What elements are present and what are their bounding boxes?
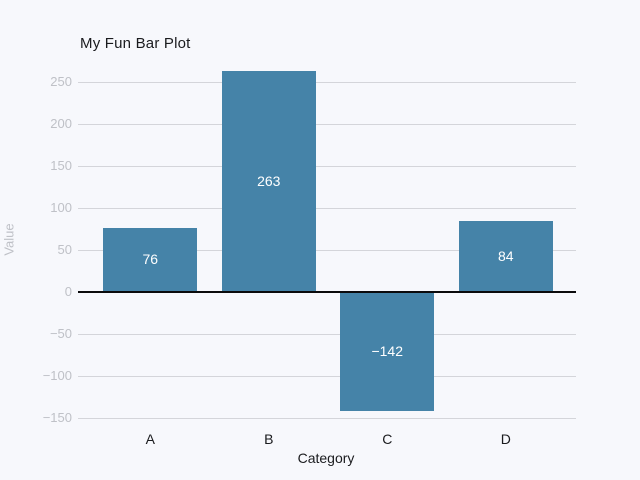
y-tick-label: 50 xyxy=(57,242,72,257)
bar-value-label: 76 xyxy=(142,251,159,268)
y-tick-label: 100 xyxy=(50,200,72,215)
y-tick-label: −150 xyxy=(42,410,72,425)
x-tick-label: A xyxy=(145,431,155,447)
bar-C xyxy=(340,292,435,412)
y-gridline xyxy=(78,333,576,335)
y-axis-title: Value xyxy=(1,223,17,256)
y-gridline xyxy=(78,81,576,83)
zero-baseline xyxy=(78,291,576,293)
bar-A xyxy=(103,228,198,292)
x-tick-label: D xyxy=(500,431,511,447)
bar-value-label: 84 xyxy=(497,247,514,264)
y-tick-label: 150 xyxy=(50,158,72,173)
bar-B xyxy=(221,71,316,292)
y-tick-label: −50 xyxy=(49,326,72,341)
y-tick-label: 0 xyxy=(64,284,72,299)
y-tick-label: −100 xyxy=(42,368,72,383)
chart-title: My Fun Bar Plot xyxy=(80,35,191,52)
y-gridline xyxy=(78,165,576,167)
y-gridline xyxy=(78,123,576,125)
x-axis-title: Category xyxy=(297,450,355,466)
y-gridline xyxy=(78,249,576,251)
y-tick-label: 200 xyxy=(50,116,72,131)
x-tick-label: B xyxy=(264,431,274,447)
y-tick-label: 250 xyxy=(50,74,72,89)
bar-value-label: −142 xyxy=(371,342,404,359)
bar-D xyxy=(458,221,553,292)
bar-value-label: 263 xyxy=(257,172,281,189)
x-tick-label: C xyxy=(382,431,393,447)
y-gridline xyxy=(78,207,576,209)
y-gridline xyxy=(78,417,576,419)
y-gridline xyxy=(78,375,576,377)
